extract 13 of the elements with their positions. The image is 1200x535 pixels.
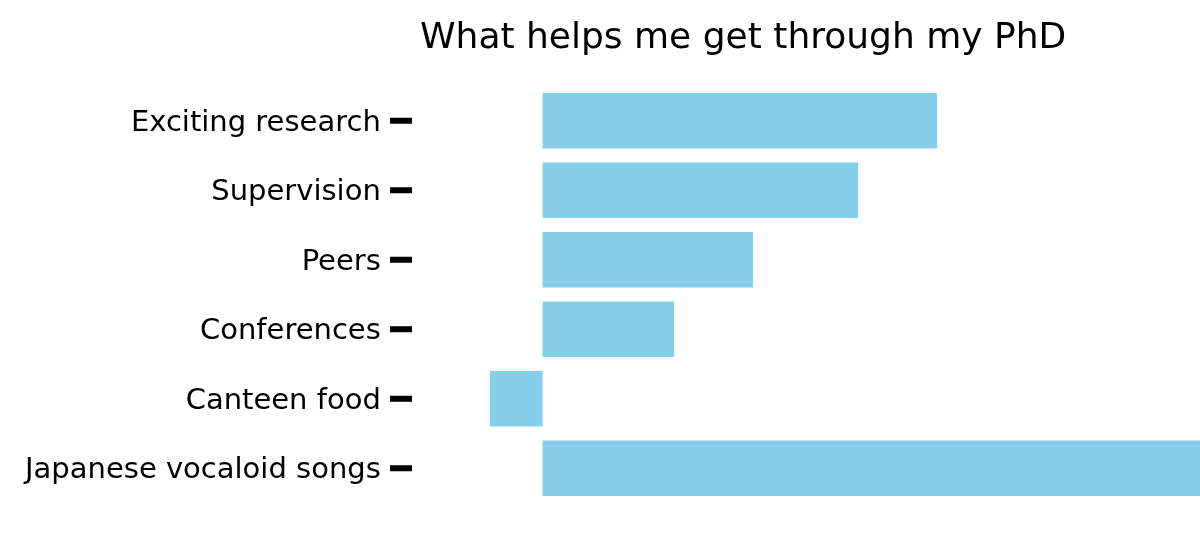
bar — [542, 92, 938, 149]
y-tick-label: Japanese vocaloid songs — [23, 451, 381, 486]
y-tick-label: Exciting research — [130, 103, 381, 138]
chart-title: What helps me get through my PhD — [420, 14, 1067, 56]
bar — [490, 370, 543, 427]
y-tick-label: Conferences — [199, 312, 381, 347]
bar — [542, 440, 1200, 497]
y-tick-label: Supervision — [211, 173, 381, 208]
bar — [542, 231, 753, 288]
bar — [542, 162, 859, 219]
y-tick-label: Peers — [301, 242, 381, 277]
y-tick-label: Canteen food — [185, 381, 381, 416]
bar — [542, 301, 675, 358]
